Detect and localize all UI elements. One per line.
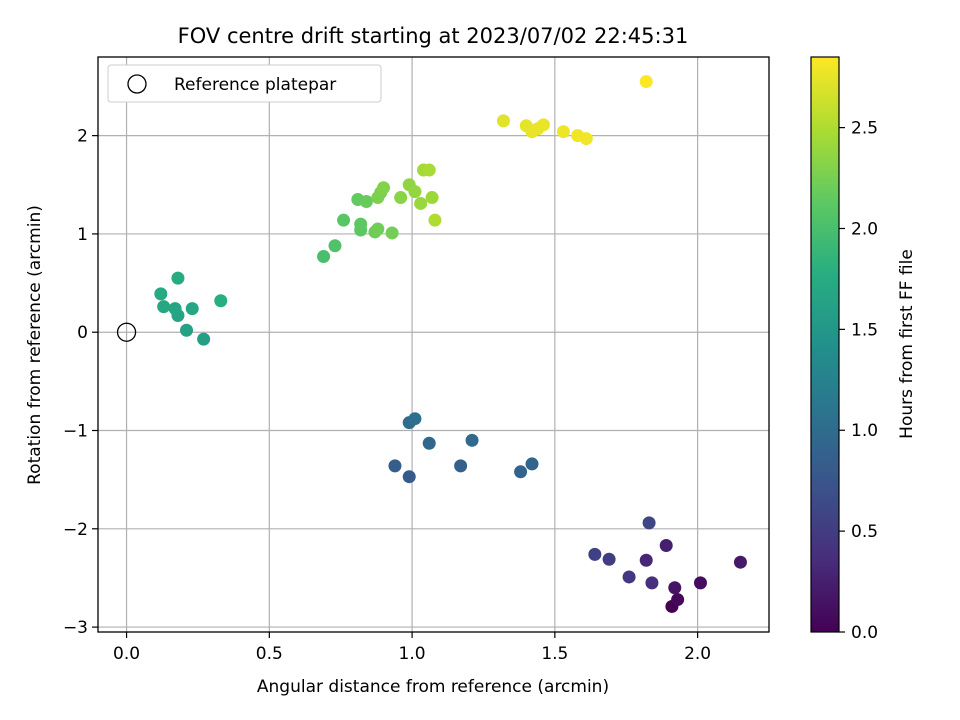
data-point [668, 581, 682, 595]
data-point [556, 125, 570, 139]
y-tick-label: 1 [77, 225, 88, 245]
colorbar-tick-label: 2.0 [851, 219, 878, 239]
grid-lines [98, 57, 769, 632]
data-point [588, 547, 602, 561]
x-tick-label: 2.0 [684, 644, 711, 664]
data-point [659, 539, 673, 553]
data-point [454, 459, 468, 473]
data-point [377, 181, 391, 195]
y-tick-label: −3 [63, 618, 88, 638]
data-point [414, 196, 428, 210]
data-point [154, 287, 168, 301]
x-axis-ticks: 0.0 0.5 1.0 1.5 2.0 [113, 632, 711, 664]
colorbar-tick-label: 1.5 [851, 320, 878, 340]
data-point [693, 576, 707, 590]
y-tick-label: −1 [63, 422, 88, 442]
x-tick-label: 0.5 [256, 644, 283, 664]
data-point [371, 222, 385, 236]
data-point [639, 75, 653, 89]
data-point [579, 132, 593, 146]
data-point [465, 433, 479, 447]
colorbar: 0.0 0.5 1.0 1.5 2.0 2.5 Hours from first FF f… [810, 56, 917, 643]
data-point [337, 213, 351, 227]
y-axis-ticks: −3 −2 −1 0 1 2 [63, 127, 98, 638]
data-point [422, 163, 436, 177]
data-point [733, 555, 747, 569]
data-point [645, 576, 659, 590]
y-tick-label: −2 [63, 520, 88, 540]
legend: Reference platepar [107, 64, 382, 103]
data-point [317, 250, 331, 264]
y-tick-label: 2 [77, 127, 88, 147]
data-point [496, 114, 510, 128]
reference-platepar-marker [116, 322, 137, 342]
data-point [422, 436, 436, 450]
data-point [428, 213, 442, 227]
data-point [602, 552, 616, 566]
colorbar-label: Hours from first FF file [897, 249, 917, 439]
data-point [408, 185, 422, 199]
data-point [671, 593, 685, 607]
legend-box [107, 64, 382, 103]
colorbar-ticks: 0.0 0.5 1.0 1.5 2.0 2.5 [839, 119, 878, 643]
data-point [385, 226, 399, 240]
colorbar-gradient [810, 56, 840, 633]
data-point [642, 516, 656, 530]
data-point [525, 457, 539, 471]
data-point [328, 239, 342, 253]
data-point [408, 412, 422, 426]
data-point [622, 570, 636, 584]
data-point [536, 118, 550, 132]
data-point [214, 294, 228, 308]
data-point [171, 271, 185, 285]
data-point [359, 194, 373, 208]
data-point [402, 470, 416, 484]
data-point [514, 465, 528, 479]
colorbar-tick-label: 1.0 [851, 421, 878, 441]
x-axis-label: Angular distance from reference (arcmin) [257, 677, 609, 697]
colorbar-tick-label: 0.5 [851, 522, 878, 542]
data-point [425, 191, 439, 205]
data-point [388, 459, 402, 473]
colorbar-tick-label: 2.5 [851, 119, 878, 139]
colorbar-tick-label: 0.0 [851, 623, 878, 643]
legend-marker-icon [127, 74, 147, 94]
data-point [371, 191, 385, 205]
data-point [168, 302, 182, 316]
data-point [180, 323, 194, 337]
plot-frame [97, 56, 770, 633]
data-point [639, 553, 653, 567]
chart-title: FOV centre drift starting at 2023/07/02 … [178, 24, 689, 48]
x-tick-label: 0.0 [113, 644, 140, 664]
y-axis-label: Rotation from reference (arcmin) [25, 205, 45, 485]
data-point [157, 300, 171, 314]
data-point [185, 302, 199, 316]
y-tick-label: 0 [77, 323, 88, 343]
data-point [394, 191, 408, 205]
data-points [154, 75, 747, 613]
data-point [354, 217, 368, 231]
data-point [197, 332, 211, 346]
legend-entry-reference: Reference platepar [174, 75, 336, 95]
x-tick-label: 1.5 [541, 644, 568, 664]
x-tick-label: 1.0 [399, 644, 426, 664]
